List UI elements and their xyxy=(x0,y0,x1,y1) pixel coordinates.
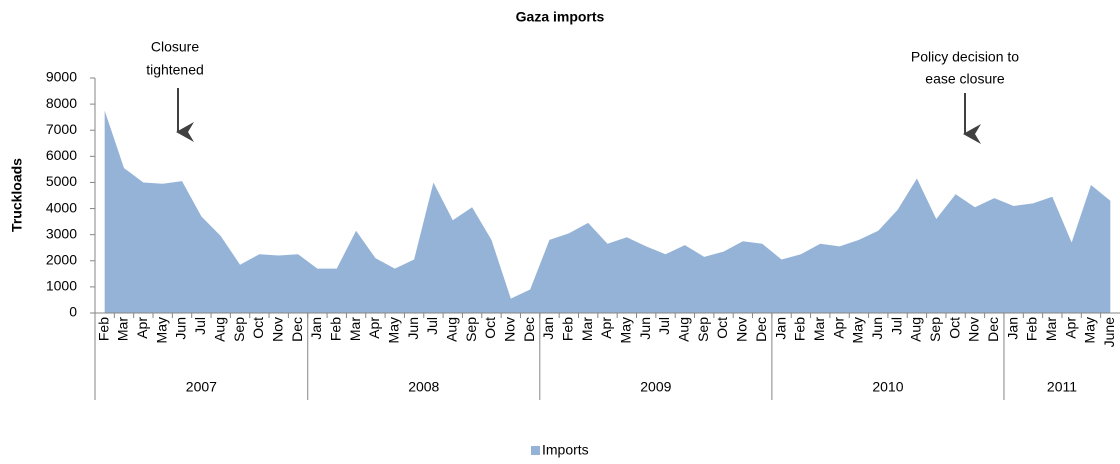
group-label: 2011 xyxy=(1047,379,1077,395)
x-tick-label: May xyxy=(618,317,634,343)
x-tick-label: Mar xyxy=(579,317,595,341)
x-tick-label: Aug xyxy=(676,317,692,342)
x-tick-label: Aug xyxy=(211,317,227,342)
x-tick-label: Jan xyxy=(308,317,324,340)
x-tick-label: Jun xyxy=(173,317,189,340)
x-tick-label: Oct xyxy=(250,317,266,339)
x-tick-label: Dec xyxy=(521,317,537,342)
x-tick-label: Jul xyxy=(424,317,440,335)
x-tick-label: Apr xyxy=(134,317,150,339)
x-tick-label: Apr xyxy=(830,317,846,339)
x-tick-label: Mar xyxy=(811,317,827,341)
x-tick-label: Jul xyxy=(656,317,672,335)
x-tick-label: Feb xyxy=(1024,317,1040,341)
x-tick-label: Nov xyxy=(269,317,285,342)
x-tick-label: Dec xyxy=(753,317,769,342)
group-label: 2010 xyxy=(872,379,903,395)
x-tick-label: Jan xyxy=(1004,317,1020,340)
y-tick-label: 8000 xyxy=(46,95,77,111)
group-label: 2007 xyxy=(186,379,217,395)
x-tick-label: June xyxy=(1101,317,1117,348)
x-tick-label: Dec xyxy=(289,317,305,342)
y-tick-label: 1000 xyxy=(46,278,77,294)
x-tick-label: Sep xyxy=(695,317,711,342)
x-tick-label: Nov xyxy=(734,317,750,342)
annotation: Closure xyxy=(151,39,199,55)
x-tick-label: Feb xyxy=(560,317,576,341)
x-tick-label: Jan xyxy=(540,317,556,340)
x-tick-label: Sep xyxy=(463,317,479,342)
x-tick-label: Mar xyxy=(347,317,363,341)
x-tick-label: Sep xyxy=(927,317,943,342)
x-tick-label: Jun xyxy=(869,317,885,340)
x-tick-label: Feb xyxy=(792,317,808,341)
x-tick-label: Aug xyxy=(443,317,459,342)
y-tick-label: 9000 xyxy=(46,69,77,85)
y-tick-label: 5000 xyxy=(46,173,77,189)
x-tick-label: Jun xyxy=(405,317,421,340)
x-tick-label: Aug xyxy=(908,317,924,342)
legend-label: Imports xyxy=(542,442,589,458)
legend-swatch xyxy=(531,446,540,455)
annotation: tightened xyxy=(146,62,204,78)
x-tick-label: Jul xyxy=(192,317,208,335)
x-tick-label: Jul xyxy=(888,317,904,335)
annotation: ease closure xyxy=(925,71,1005,87)
x-tick-label: Nov xyxy=(966,317,982,342)
x-tick-label: May xyxy=(153,317,169,343)
x-tick-label: Apr xyxy=(598,317,614,339)
x-tick-label: Jun xyxy=(637,317,653,340)
x-tick-label: Dec xyxy=(985,317,1001,342)
x-tick-label: May xyxy=(385,317,401,343)
y-tick-label: 0 xyxy=(69,304,77,320)
y-tick-label: 3000 xyxy=(46,225,77,241)
y-tick-label: 4000 xyxy=(46,199,77,215)
group-label: 2008 xyxy=(408,379,439,395)
x-tick-label: Apr xyxy=(366,317,382,339)
x-tick-label: Jan xyxy=(772,317,788,340)
x-tick-label: May xyxy=(850,317,866,343)
x-tick-label: Mar xyxy=(115,317,131,341)
y-axis-title: Truckloads xyxy=(9,158,25,232)
y-tick-label: 7000 xyxy=(46,121,77,137)
x-tick-label: May xyxy=(1082,317,1098,343)
x-tick-label: Mar xyxy=(1043,317,1059,341)
area xyxy=(104,110,1111,313)
x-tick-label: Oct xyxy=(946,317,962,339)
x-tick-label: Feb xyxy=(95,317,111,341)
x-tick-label: Feb xyxy=(327,317,343,341)
annotation: Policy decision to xyxy=(911,49,1019,65)
x-tick-label: Nov xyxy=(502,317,518,342)
chart-title: Gaza imports xyxy=(516,9,605,25)
y-tick-label: 2000 xyxy=(46,251,77,267)
y-tick-label: 6000 xyxy=(46,147,77,163)
x-tick-label: Oct xyxy=(482,317,498,339)
x-tick-label: Apr xyxy=(1062,317,1078,339)
group-label: 2009 xyxy=(640,379,671,395)
x-tick-label: Oct xyxy=(714,317,730,339)
x-tick-label: Sep xyxy=(231,317,247,342)
